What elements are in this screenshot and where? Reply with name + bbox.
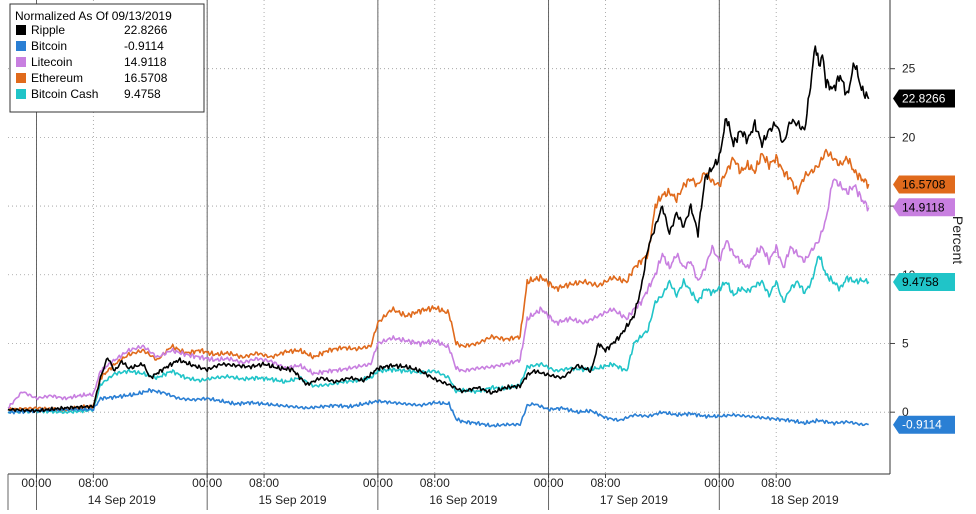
legend-series-value: 9.4758 [124, 87, 161, 101]
x-tick-label: 08:00 [78, 476, 108, 490]
legend-series-value: 16.5708 [124, 71, 168, 85]
tag-value: 16.5708 [902, 178, 946, 192]
last-value-tag-bitcoin-cash: 9.4758 [893, 272, 955, 291]
y-tick-label: 25 [902, 62, 916, 76]
x-day-label: 15 Sep 2019 [258, 493, 326, 507]
legend-series-value: -0.9114 [124, 39, 164, 53]
x-day-label: 17 Sep 2019 [600, 493, 668, 507]
tag-value: 9.4758 [902, 275, 939, 289]
x-tick-label: 00:00 [704, 476, 734, 490]
legend: Normalized As Of 09/13/2019 Ripple 22.826… [9, 3, 205, 113]
tag-background [893, 198, 955, 217]
legend-swatch [16, 25, 26, 35]
last-value-tag-bitcoin: -0.9114 [893, 415, 955, 434]
legend-series-name: Ethereum [31, 71, 83, 85]
series-line-ethereum [7, 148, 870, 412]
x-tick-label: 00:00 [192, 476, 222, 490]
y-tick-label: 20 [902, 130, 916, 144]
last-value-tag-ripple: 22.8266 [893, 89, 955, 108]
legend-series-value: 14.9118 [124, 55, 167, 69]
last-value-tag-ethereum: 16.5708 [893, 175, 955, 194]
y-tick-label: 0 [902, 405, 909, 419]
series-line-bitcoin [7, 388, 869, 428]
legend-swatch [16, 89, 26, 99]
series-lines [7, 45, 870, 428]
tag-value: -0.9114 [902, 418, 942, 432]
tag-background [893, 272, 955, 291]
legend-series-name: Litecoin [31, 55, 72, 69]
legend-series-value: 22.8266 [124, 23, 168, 37]
x-tick-label: 00:00 [534, 476, 564, 490]
series-line-ripple [7, 45, 870, 413]
y-axis-label: Percent [950, 216, 966, 264]
tag-background [893, 175, 955, 194]
last-value-tags: 22.8266 16.5708 14.9118 9.4758 -0.9114 [893, 89, 955, 434]
legend-box [9, 3, 205, 113]
series-line-litecoin [7, 178, 870, 409]
x-day-label: 18 Sep 2019 [771, 493, 839, 507]
tag-background [893, 415, 955, 434]
tag-background [893, 89, 955, 108]
legend-swatch [16, 41, 26, 51]
x-day-label: 16 Sep 2019 [429, 493, 497, 507]
y-tick-label: 5 [902, 336, 909, 350]
legend-title: Normalized As Of 09/13/2019 [15, 9, 172, 23]
legend-series-name: Ripple [31, 23, 65, 37]
legend-items: Ripple 22.8266 Bitcoin -0.9114 Litecoin 14.91… [16, 23, 168, 101]
x-tick-label: 08:00 [590, 476, 620, 490]
tag-value: 22.8266 [902, 92, 946, 106]
x-tick-label: 08:00 [761, 476, 791, 490]
tag-value: 14.9118 [902, 200, 945, 214]
x-tick-label: 00:00 [363, 476, 393, 490]
x-tick-label: 08:00 [420, 476, 450, 490]
legend-series-name: Bitcoin Cash [31, 87, 98, 101]
legend-swatch [16, 73, 26, 83]
x-tick-label: 00:00 [21, 476, 51, 490]
last-value-tag-litecoin: 14.9118 [893, 198, 955, 217]
legend-swatch [16, 57, 26, 67]
x-day-label: 14 Sep 2019 [88, 493, 156, 507]
legend-series-name: Bitcoin [31, 39, 67, 53]
x-tick-label: 08:00 [249, 476, 279, 490]
